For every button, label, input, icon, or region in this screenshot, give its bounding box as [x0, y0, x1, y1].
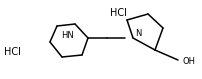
- Text: HCl: HCl: [4, 47, 21, 57]
- Text: HCl: HCl: [109, 8, 126, 18]
- Text: N: N: [134, 29, 141, 38]
- Text: OH: OH: [182, 58, 195, 67]
- Text: HN: HN: [61, 32, 74, 41]
